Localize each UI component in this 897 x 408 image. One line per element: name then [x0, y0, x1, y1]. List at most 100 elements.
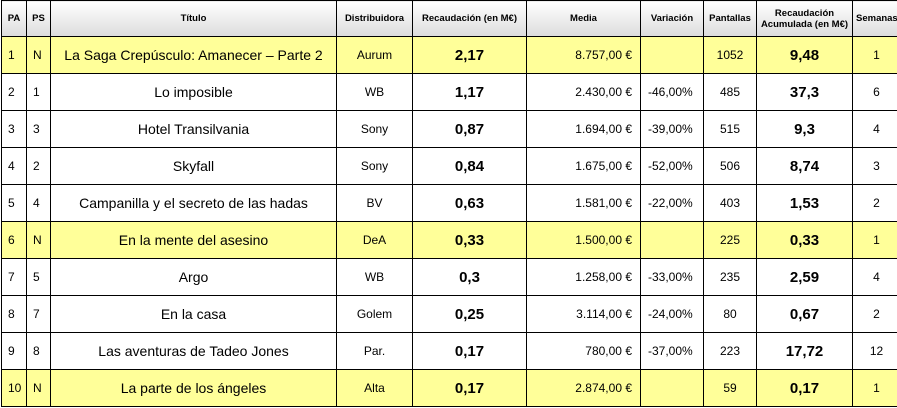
cell-acumulada: 9,48 — [756, 36, 853, 74]
cell-semanas: 3 — [852, 147, 897, 185]
cell-titulo: En la casa — [50, 295, 337, 333]
cell-acumulada: 1,53 — [756, 184, 853, 222]
cell-pa: 5 — [1, 184, 27, 222]
table-row: 10 N La parte de los ángeles Alta 0,17 2.874,… — [1, 369, 897, 407]
cell-acumulada: 2,59 — [756, 258, 853, 296]
cell-acumulada: 0,33 — [756, 221, 853, 259]
cell-recaudacion: 0,25 — [412, 295, 527, 333]
cell-acumulada: 0,17 — [756, 369, 853, 407]
table-row: 6 N En la mente del asesino DeA 0,33 1.500,00… — [1, 221, 897, 259]
cell-acumulada: 0,67 — [756, 295, 853, 333]
cell-distribuidora: Par. — [336, 332, 413, 370]
cell-distribuidora: Aurum — [336, 36, 413, 74]
header-distribuidora: Distribuidora — [336, 0, 413, 37]
cell-media: 3.114,00 € — [526, 295, 641, 333]
cell-pantallas: 80 — [703, 295, 757, 333]
cell-ps: 2 — [26, 147, 51, 185]
cell-variacion: -52,00% — [640, 147, 704, 185]
cell-media: 1.500,00 € — [526, 221, 641, 259]
cell-ps: 8 — [26, 332, 51, 370]
cell-acumulada: 17,72 — [756, 332, 853, 370]
cell-pantallas: 485 — [703, 73, 757, 111]
table-row: 1 N La Saga Crepúsculo: Amanecer – Parte 2… — [1, 36, 897, 74]
cell-pa: 7 — [1, 258, 27, 296]
cell-pantallas: 59 — [703, 369, 757, 407]
cell-recaudacion: 2,17 — [412, 36, 527, 74]
header-pa: PA — [1, 0, 27, 37]
cell-titulo: Skyfall — [50, 147, 337, 185]
cell-pantallas: 223 — [703, 332, 757, 370]
cell-semanas: 1 — [852, 36, 897, 74]
cell-acumulada: 9,3 — [756, 110, 853, 148]
cell-distribuidora: WB — [336, 73, 413, 111]
cell-media: 1.581,00 € — [526, 184, 641, 222]
cell-distribuidora: WB — [336, 258, 413, 296]
cell-variacion — [640, 36, 704, 74]
cell-titulo: Campanilla y el secreto de las hadas — [50, 184, 337, 222]
header-recaudacion: Recaudación (en M€) — [412, 0, 527, 37]
cell-variacion: -39,00% — [640, 110, 704, 148]
table-row: 2 1 Lo imposible WB 1,17 2.430,00 € -46,00% 485… — [1, 73, 897, 111]
cell-media: 780,00 € — [526, 332, 641, 370]
cell-semanas: 12 — [852, 332, 897, 370]
cell-ps: 3 — [26, 110, 51, 148]
table-row: 8 7 En la casa Golem 0,25 3.114,00 € -24,00% 80… — [1, 295, 897, 333]
cell-distribuidora: Sony — [336, 110, 413, 148]
cell-media: 8.757,00 € — [526, 36, 641, 74]
cell-pa: 3 — [1, 110, 27, 148]
cell-ps: 1 — [26, 73, 51, 111]
table-row: 9 8 Las aventuras de Tadeo Jones Par. 0,17 78… — [1, 332, 897, 370]
cell-media: 2.874,00 € — [526, 369, 641, 407]
table-row: 3 3 Hotel Transilvania Sony 0,87 1.694,00 € -3… — [1, 110, 897, 148]
cell-pantallas: 235 — [703, 258, 757, 296]
cell-semanas: 4 — [852, 258, 897, 296]
cell-pantallas: 225 — [703, 221, 757, 259]
cell-ps: N — [26, 221, 51, 259]
cell-ps: 4 — [26, 184, 51, 222]
cell-titulo: Argo — [50, 258, 337, 296]
header-semanas: Semanas — [852, 0, 897, 37]
cell-semanas: 2 — [852, 184, 897, 222]
cell-variacion — [640, 369, 704, 407]
cell-variacion — [640, 221, 704, 259]
cell-titulo: En la mente del asesino — [50, 221, 337, 259]
cell-distribuidora: Golem — [336, 295, 413, 333]
cell-variacion: -24,00% — [640, 295, 704, 333]
cell-pa: 4 — [1, 147, 27, 185]
cell-distribuidora: Alta — [336, 369, 413, 407]
cell-pantallas: 515 — [703, 110, 757, 148]
cell-media: 1.675,00 € — [526, 147, 641, 185]
cell-titulo: La Saga Crepúsculo: Amanecer – Parte 2 — [50, 36, 337, 74]
cell-acumulada: 8,74 — [756, 147, 853, 185]
table-row: 5 4 Campanilla y el secreto de las hadas BV… — [1, 184, 897, 222]
cell-variacion: -33,00% — [640, 258, 704, 296]
cell-media: 2.430,00 € — [526, 73, 641, 111]
cell-recaudacion: 0,17 — [412, 369, 527, 407]
cell-titulo: Las aventuras de Tadeo Jones — [50, 332, 337, 370]
cell-ps: 5 — [26, 258, 51, 296]
cell-pa: 2 — [1, 73, 27, 111]
cell-semanas: 1 — [852, 369, 897, 407]
cell-titulo: Lo imposible — [50, 73, 337, 111]
cell-distribuidora: Sony — [336, 147, 413, 185]
cell-recaudacion: 0,63 — [412, 184, 527, 222]
cell-semanas: 1 — [852, 221, 897, 259]
cell-recaudacion: 0,3 — [412, 258, 527, 296]
header-ps: PS — [26, 0, 51, 37]
cell-ps: 7 — [26, 295, 51, 333]
header-acumulada: Recaudación Acumulada (en M€) — [756, 0, 853, 37]
cell-recaudacion: 0,84 — [412, 147, 527, 185]
cell-recaudacion: 0,33 — [412, 221, 527, 259]
header-row: PA PS Título Distribuidora Recaudación (… — [1, 0, 897, 37]
cell-semanas: 2 — [852, 295, 897, 333]
header-media: Media — [526, 0, 641, 37]
cell-pa: 6 — [1, 221, 27, 259]
table-row: 4 2 Skyfall Sony 0,84 1.675,00 € -52,00% 506 8,7… — [1, 147, 897, 185]
cell-ps: N — [26, 369, 51, 407]
cell-recaudacion: 0,87 — [412, 110, 527, 148]
cell-distribuidora: DeA — [336, 221, 413, 259]
header-pantallas: Pantallas — [703, 0, 757, 37]
header-variacion: Variación — [640, 0, 704, 37]
cell-media: 1.258,00 € — [526, 258, 641, 296]
